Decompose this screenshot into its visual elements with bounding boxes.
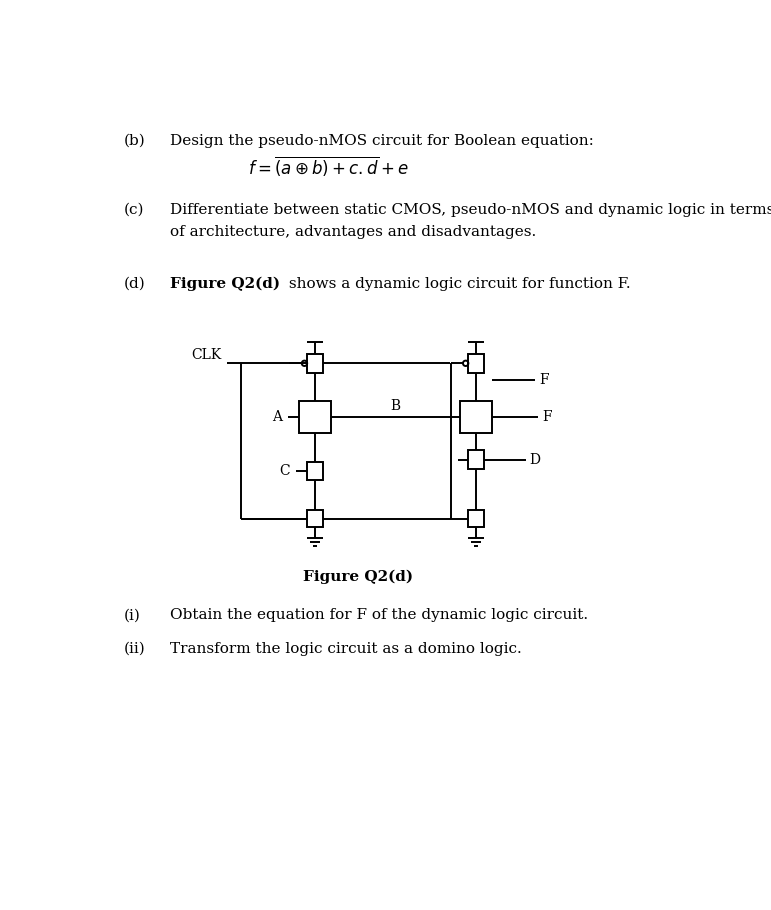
Text: D: D: [530, 452, 540, 467]
Text: F: F: [542, 410, 551, 424]
Text: of architecture, advantages and disadvantages.: of architecture, advantages and disadvan…: [170, 225, 537, 238]
Text: (c): (c): [123, 203, 144, 217]
Text: Figure Q2(d): Figure Q2(d): [303, 570, 413, 584]
Text: C: C: [280, 464, 290, 478]
Bar: [307, 511, 323, 527]
Text: Differentiate between static CMOS, pseudo-nMOS and dynamic logic in terms: Differentiate between static CMOS, pseud…: [170, 203, 771, 217]
Text: F: F: [539, 373, 548, 388]
Text: (ii): (ii): [123, 642, 145, 656]
Text: Figure Q2(d): Figure Q2(d): [170, 277, 280, 291]
Text: (i): (i): [123, 608, 140, 622]
Text: CLK: CLK: [192, 348, 222, 362]
Text: A: A: [271, 410, 281, 424]
Text: shows a dynamic logic circuit for function F.: shows a dynamic logic circuit for functi…: [284, 277, 631, 291]
Bar: [298, 401, 332, 433]
Text: $f = \overline{(a \oplus b) + c.d} + e$: $f = \overline{(a \oplus b) + c.d} + e$: [248, 154, 409, 177]
Text: Design the pseudo-nMOS circuit for Boolean equation:: Design the pseudo-nMOS circuit for Boole…: [170, 134, 594, 147]
Text: (b): (b): [123, 134, 145, 147]
Bar: [468, 450, 484, 469]
Bar: [307, 462, 323, 480]
Bar: [307, 354, 323, 372]
Text: B: B: [390, 399, 401, 412]
Bar: [460, 401, 493, 433]
Text: Transform the logic circuit as a domino logic.: Transform the logic circuit as a domino …: [170, 642, 522, 656]
Text: Obtain the equation for F of the dynamic logic circuit.: Obtain the equation for F of the dynamic…: [170, 608, 588, 622]
Bar: [468, 354, 484, 372]
Text: (d): (d): [123, 277, 145, 291]
Bar: [468, 511, 484, 527]
